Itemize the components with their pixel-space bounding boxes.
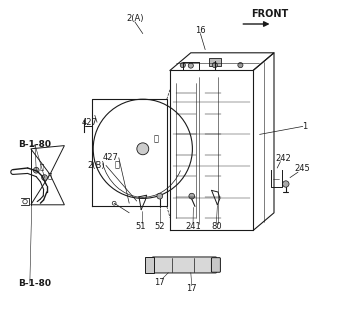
Text: Ⓐ: Ⓐ <box>48 172 52 179</box>
Text: 2(A): 2(A) <box>126 14 143 23</box>
Text: 241: 241 <box>185 222 201 231</box>
Circle shape <box>283 181 289 187</box>
Circle shape <box>42 175 48 180</box>
Circle shape <box>189 193 194 199</box>
Circle shape <box>137 143 149 155</box>
Circle shape <box>238 63 243 68</box>
Text: Ⓑ: Ⓑ <box>115 160 120 169</box>
Text: Ⓑ: Ⓑ <box>39 164 44 170</box>
Bar <box>145 257 154 273</box>
Text: Ⓐ: Ⓐ <box>153 135 158 144</box>
Circle shape <box>188 63 193 68</box>
Text: B-1-80: B-1-80 <box>18 140 51 149</box>
Text: 242: 242 <box>276 154 291 163</box>
Text: 17: 17 <box>186 284 197 293</box>
Text: 245: 245 <box>294 164 310 173</box>
Text: 17: 17 <box>154 278 165 287</box>
Text: 16: 16 <box>195 26 206 35</box>
Circle shape <box>212 63 217 68</box>
Circle shape <box>33 167 39 173</box>
Text: 52: 52 <box>154 222 165 231</box>
Text: 80: 80 <box>211 222 222 231</box>
FancyBboxPatch shape <box>211 258 220 272</box>
FancyBboxPatch shape <box>152 257 217 273</box>
Circle shape <box>157 193 163 199</box>
Circle shape <box>180 63 185 68</box>
Text: 51: 51 <box>135 222 146 231</box>
Text: 2(B): 2(B) <box>88 161 105 170</box>
Text: 427: 427 <box>81 118 97 127</box>
Text: 427: 427 <box>103 153 119 162</box>
Text: FRONT: FRONT <box>252 9 289 19</box>
Bar <box>209 58 221 66</box>
Text: B-1-80: B-1-80 <box>18 279 51 288</box>
Text: 1: 1 <box>302 122 307 131</box>
